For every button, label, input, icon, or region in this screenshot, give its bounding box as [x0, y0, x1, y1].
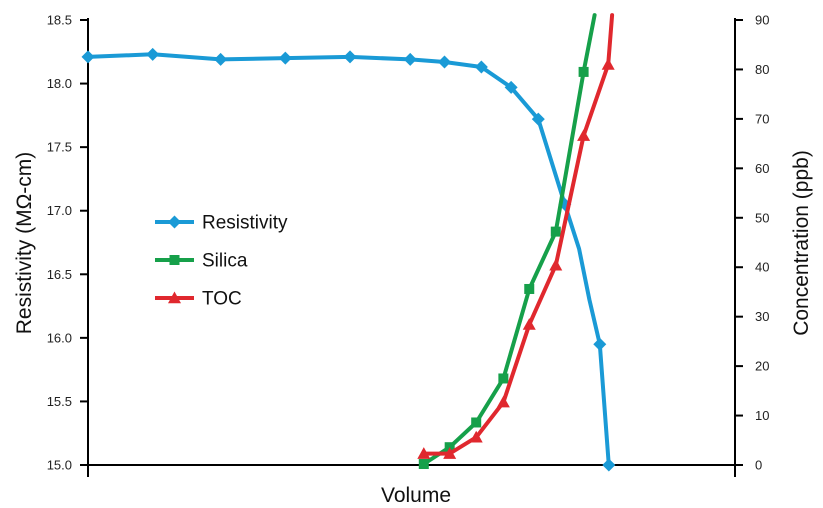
series-resistivity-point — [504, 80, 518, 94]
y-right-tick-label: 80 — [755, 62, 769, 77]
series-toc-point — [522, 318, 536, 330]
y-left-tick-label: 18.5 — [47, 13, 72, 28]
series-resistivity-point — [214, 52, 228, 66]
legend: Resistivity Silica TOC — [155, 213, 288, 310]
series-silica-point — [418, 459, 429, 470]
series-toc-point — [577, 129, 591, 141]
legend-item-toc: TOC — [155, 289, 242, 310]
series-toc-point — [469, 430, 483, 443]
series-layer — [81, 13, 616, 472]
y-left-tick-label: 18.0 — [47, 76, 72, 91]
legend-label: Silica — [202, 251, 248, 272]
y-left-tick-label: 17.0 — [47, 203, 72, 218]
series-silica-point — [498, 373, 509, 384]
x-axis-title: Volume — [381, 484, 451, 507]
series-toc-point — [443, 447, 457, 459]
legend-marker-square — [169, 255, 180, 265]
y-right-tick-label: 20 — [755, 359, 769, 374]
legend-item-silica: Silica — [155, 251, 248, 272]
series-silica-line — [421, 13, 597, 466]
series-toc-point — [601, 58, 615, 70]
legend-label: Resistivity — [202, 213, 288, 234]
y-axis-right-title: Concentration (ppb) — [790, 150, 813, 336]
y-left-tick-label: 16.5 — [47, 267, 72, 282]
series-toc-point — [417, 447, 431, 459]
y-right-tick-label: 90 — [755, 13, 769, 28]
series-resistivity-point — [146, 47, 160, 61]
y-right-tick-label: 40 — [755, 260, 769, 275]
series-resistivity-point — [602, 458, 616, 472]
series-toc-point — [549, 258, 563, 271]
series-silica-point — [550, 226, 561, 237]
y-axis-left-title: Resistivity (MΩ-cm) — [13, 152, 36, 335]
y-left-tick-label: 15.5 — [47, 394, 72, 409]
series-silica-point — [524, 283, 535, 294]
y-right-tick-label: 10 — [755, 408, 769, 423]
series-resistivity-point — [474, 60, 488, 74]
y-left-tick-label: 16.0 — [47, 330, 72, 345]
series-resistivity-point — [81, 50, 95, 64]
legend-label: TOC — [202, 289, 242, 310]
series-silica-point — [578, 66, 589, 77]
axes: 15.0 15.5 16.0 16.5 17.0 17.5 18.0 18.5 0 10 20 30 4… — [47, 13, 769, 477]
series-resistivity-point — [343, 50, 357, 64]
legend-marker-triangle — [168, 291, 181, 304]
y-right-tick-label: 70 — [755, 111, 769, 126]
series-resistivity-point — [593, 337, 607, 351]
series-resistivity-point — [437, 55, 451, 69]
series-toc — [417, 13, 615, 459]
series-toc-point — [496, 395, 510, 408]
y-left-tick-label: 17.5 — [47, 140, 72, 155]
series-resistivity-point — [278, 51, 292, 65]
y-right-tick-label: 0 — [755, 458, 762, 473]
y-left-tick-label: 15.0 — [47, 458, 72, 473]
series-silica-point — [471, 417, 482, 428]
series-resistivity-point — [403, 52, 417, 66]
y-right-tick-label: 60 — [755, 161, 769, 176]
legend-marker-diamond — [168, 215, 181, 229]
y-right-tick-label: 30 — [755, 309, 769, 324]
series-resistivity-point — [531, 112, 545, 126]
y-right-tick-label: 50 — [755, 210, 769, 225]
legend-item-resistivity: Resistivity — [155, 213, 288, 234]
